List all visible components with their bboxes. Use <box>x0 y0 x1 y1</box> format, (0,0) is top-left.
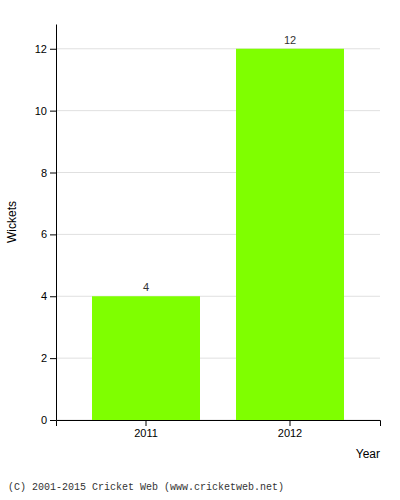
tick-label: 4 <box>41 290 47 302</box>
tick-mark <box>50 234 56 235</box>
y-tick: 8 <box>41 167 56 179</box>
plot: 2011 2012 0 2 4 6 8 10 12 4 12 Wickets Year <box>5 25 381 462</box>
x-tick: 2012 <box>278 420 302 439</box>
grid <box>56 49 380 420</box>
tick-mark <box>50 173 56 174</box>
y-axis: 0 2 4 6 8 10 12 <box>35 25 57 427</box>
tick-mark <box>50 420 56 421</box>
y-tick: 2 <box>41 352 56 364</box>
x-axis-title: Year <box>356 447 380 461</box>
footer: (C) 2001-2015 Cricket Web (www.cricketwe… <box>8 482 284 493</box>
y-tick: 0 <box>41 414 56 426</box>
x-axis: 2011 2012 <box>57 420 381 439</box>
tick-label: 6 <box>41 228 47 240</box>
tick-label: 2 <box>41 352 47 364</box>
tick-mark <box>50 358 56 359</box>
tick-mark <box>50 111 56 112</box>
tick-mark <box>50 296 56 297</box>
tick-label: 2012 <box>278 427 302 439</box>
y-tick: 12 <box>35 43 56 55</box>
tick-label: 0 <box>41 414 47 426</box>
bars <box>92 49 344 420</box>
y-axis-title: Wickets <box>5 201 19 243</box>
y-tick: 10 <box>35 105 56 117</box>
tick-label: 10 <box>35 105 47 117</box>
data-label: 4 <box>143 281 149 293</box>
data-label: 12 <box>284 34 296 46</box>
bar <box>92 296 200 420</box>
chart: 2011 2012 0 2 4 6 8 10 12 4 12 Wickets Year (C) 2001-… <box>0 0 400 500</box>
y-tick: 6 <box>41 228 56 240</box>
y-tick: 4 <box>41 290 56 302</box>
chart-container: 2011 2012 0 2 4 6 8 10 12 4 12 Wickets Year (C) 2001-… <box>0 0 400 500</box>
axis-line <box>56 25 57 421</box>
tick-label: 12 <box>35 43 47 55</box>
tick-label: 8 <box>41 167 47 179</box>
tick-label: 2011 <box>134 427 158 439</box>
tick-mark <box>146 420 147 426</box>
bar <box>236 49 344 420</box>
tick-mark <box>290 420 291 426</box>
tick-mark <box>50 49 56 50</box>
data-labels: 4 12 <box>143 34 296 294</box>
x-tick: 2011 <box>134 420 158 439</box>
axis-line <box>57 421 381 427</box>
